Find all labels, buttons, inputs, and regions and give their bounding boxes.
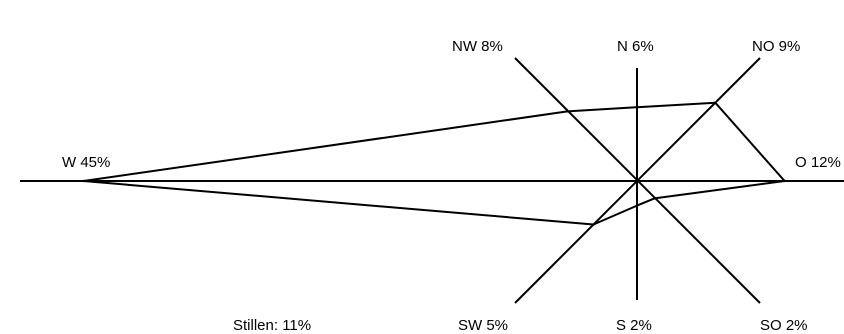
vertex-no	[714, 101, 717, 104]
vertex-so	[653, 197, 656, 200]
label-o: O 12%	[795, 154, 841, 171]
label-w: W 45%	[62, 154, 110, 171]
label-s: S 2%	[616, 317, 652, 334]
axis-northeast-southwest	[514, 57, 761, 304]
label-so: SO 2%	[760, 317, 808, 334]
vertex-n	[635, 106, 639, 109]
label-n: N 6%	[617, 38, 654, 55]
calm-label: Stillen: 11%	[233, 317, 311, 334]
direction-axes	[20, 57, 844, 304]
wind-frequency-polygon	[82, 101, 786, 226]
vertex-s	[635, 204, 639, 207]
vertex-nw	[566, 110, 569, 113]
vertex-sw	[592, 223, 595, 226]
label-no: NO 9%	[752, 38, 800, 55]
vertex-o	[783, 179, 786, 183]
direction-labels: NW 8% N 6% NO 9% O 12% W 45% SW 5% S 2% …	[62, 38, 841, 334]
label-sw: SW 5%	[458, 317, 508, 334]
label-nw: NW 8%	[452, 38, 503, 55]
vertex-w	[82, 179, 85, 183]
